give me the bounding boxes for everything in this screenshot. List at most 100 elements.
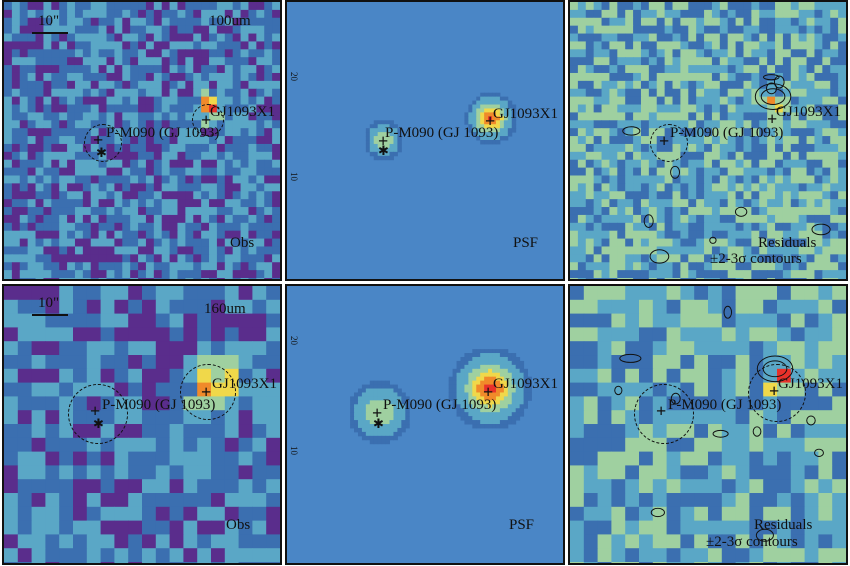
pixel [577,214,587,224]
pixel [814,33,823,42]
pixel [472,112,477,117]
pixel [743,57,752,66]
pixel [711,254,721,263]
pixel [782,270,792,279]
pixel [153,96,163,106]
pixel [193,143,202,153]
pixel [708,465,723,480]
pixel [19,246,29,255]
pixel [519,380,525,386]
pixel [711,151,721,161]
pixel [98,25,108,35]
pixel [735,396,750,411]
pixel [201,214,210,224]
pixel [224,465,240,480]
pixel [145,80,155,90]
pixel [806,183,815,192]
pixel [468,356,473,362]
pixel [503,120,509,125]
pixel [27,214,37,224]
pixel [601,222,610,232]
pixel [82,49,92,58]
pixel [625,17,634,27]
pixel [67,183,76,192]
pixel [240,262,249,271]
pixel [492,384,497,390]
pixel [389,400,394,405]
pixel [570,65,579,74]
pixel [153,246,163,255]
pixel [67,57,76,66]
pixel [240,238,249,247]
pixel [672,65,681,74]
pixel [694,341,709,356]
pixel [177,159,186,169]
pixel [11,88,21,98]
pixel [570,112,579,121]
pixel [480,388,485,393]
pixel [593,104,603,113]
pixel [385,431,391,437]
pixel [719,214,729,224]
pixel [114,57,123,66]
pixel [577,151,587,161]
pixel [666,465,681,480]
pixel [114,278,123,279]
pixel [672,238,681,247]
pixel [193,57,202,66]
pixel [393,431,398,437]
pixel [27,270,37,279]
pixel [476,400,481,405]
pixel [814,9,823,19]
pixel [377,408,383,413]
pixel [216,96,226,106]
pixel [704,33,713,42]
pixel [503,396,509,401]
pixel [224,175,234,184]
pixel [838,9,846,19]
pixel [751,183,760,192]
pixel [369,435,375,441]
pixel [393,424,398,429]
pixel [806,270,815,279]
pixel [169,25,178,35]
pixel [464,364,469,370]
pixel [389,427,394,433]
pixel [818,479,833,494]
pixel [177,88,186,98]
pixel [128,437,143,453]
pixel [511,392,517,397]
pixel [488,404,493,409]
pixel [763,493,778,508]
pixel [495,420,501,425]
pixel [373,416,379,421]
pixel [183,313,198,328]
pixel [814,41,823,50]
pixel [100,313,115,328]
pixel [625,222,634,232]
pixel [492,116,497,121]
pixel [82,80,92,90]
pixel [130,254,139,263]
pixel [264,88,273,98]
pixel [652,534,668,549]
pixel [617,2,626,11]
pixel [503,124,509,129]
pixel [272,72,280,82]
pixel [209,222,218,232]
pixel [155,368,171,384]
pixel [818,382,833,397]
pixel [122,183,131,192]
pixel [264,238,273,247]
pixel [696,9,705,19]
pixel [82,278,92,279]
pixel [527,376,532,382]
pixel [256,33,265,42]
pixel [216,238,226,247]
pixel [74,88,84,98]
pixel [625,327,640,342]
pixel [806,80,815,90]
pixel [711,167,721,176]
pixel [664,183,674,192]
pixel [751,159,760,169]
